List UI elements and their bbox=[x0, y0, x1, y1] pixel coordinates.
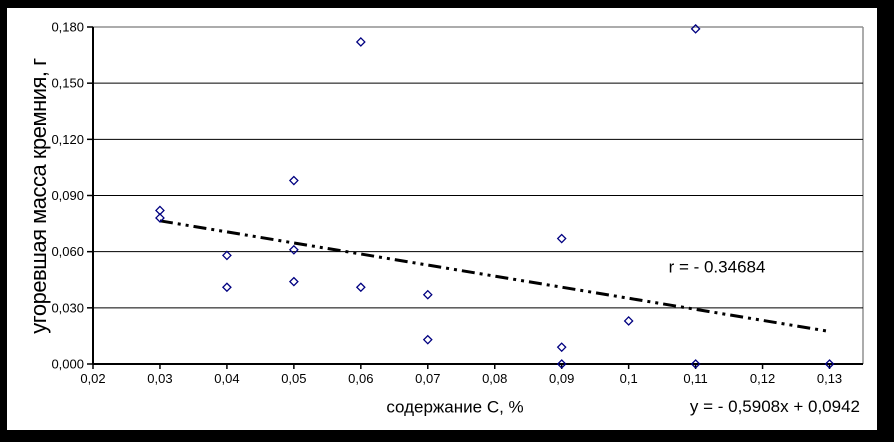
data-point-marker bbox=[623, 316, 634, 326]
x-tick-label: 0,04 bbox=[214, 371, 239, 386]
data-point-marker bbox=[690, 359, 701, 369]
x-tick-label: 0,11 bbox=[683, 371, 707, 386]
data-point-marker bbox=[288, 175, 299, 186]
data-point-marker bbox=[824, 359, 835, 369]
data-point-marker bbox=[288, 244, 299, 255]
x-tick-label: 0,06 bbox=[348, 371, 373, 386]
data-point-marker bbox=[422, 334, 433, 345]
y-tick-label: 0,090 bbox=[51, 188, 84, 203]
data-point-marker bbox=[556, 359, 567, 369]
x-tick-label: 0,02 bbox=[80, 371, 105, 386]
data-point-marker bbox=[422, 289, 433, 300]
data-point-marker bbox=[221, 250, 232, 261]
x-tick-label: 0,13 bbox=[817, 371, 842, 386]
correlation-label: r = - 0.34684 bbox=[668, 257, 766, 277]
x-tick-label: 0,07 bbox=[415, 371, 440, 386]
data-point-marker bbox=[155, 213, 165, 223]
data-point-marker bbox=[288, 276, 299, 287]
x-tick-label: 0,03 bbox=[147, 371, 172, 386]
x-tick-label: 0,08 bbox=[482, 371, 507, 386]
data-point-marker bbox=[221, 282, 232, 293]
y-tick-label: 0,060 bbox=[51, 244, 84, 259]
x-tick-label: 0,12 bbox=[750, 371, 775, 386]
x-tick-label: 0,09 bbox=[549, 371, 574, 386]
y-tick-label: 0,180 bbox=[51, 20, 84, 35]
scatter-plot: 0,000 0,030 0,060 0,090 0,120 0,150 0,180 0,02 0… bbox=[51, 20, 864, 386]
y-axis-title: угоревшая масса кремния, г bbox=[25, 58, 51, 334]
data-point-marker bbox=[355, 282, 366, 293]
x-tick-label: 0,05 bbox=[281, 371, 306, 386]
x-tick-label: 0,1 bbox=[620, 371, 638, 386]
y-tick-label: 0,000 bbox=[51, 357, 84, 372]
data-point-marker bbox=[556, 342, 567, 353]
y-tick-label: 0,030 bbox=[51, 300, 84, 315]
data-point-marker bbox=[690, 23, 701, 34]
data-point-marker bbox=[355, 37, 366, 47]
x-axis-title: содержание C, % bbox=[386, 397, 524, 417]
data-point-marker bbox=[556, 233, 567, 244]
y-tick-label: 0,120 bbox=[51, 132, 84, 147]
trendline bbox=[159, 219, 830, 333]
y-tick-label: 0,150 bbox=[51, 76, 84, 91]
trendline-equation-label: y = - 0,5908x + 0,0942 bbox=[689, 397, 860, 416]
